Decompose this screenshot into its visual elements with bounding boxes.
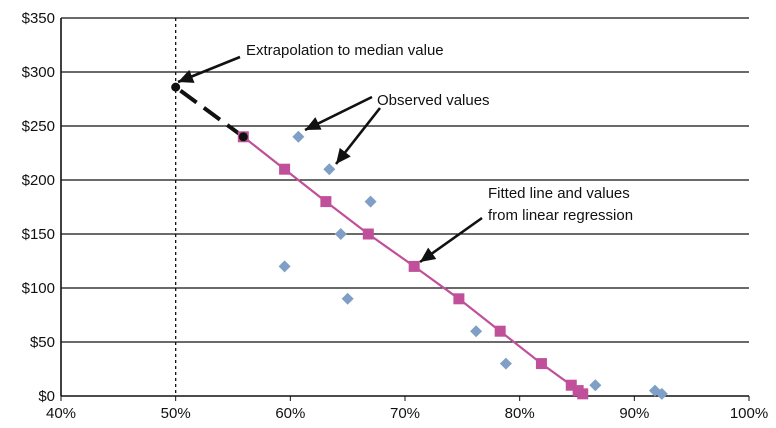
observed-point	[341, 292, 354, 305]
fitted-point	[320, 196, 332, 208]
observed-point	[334, 228, 347, 240]
annotations: Extrapolation to median value Observed v…	[177, 42, 633, 264]
fitted-point	[279, 163, 291, 175]
fitted-point	[565, 379, 577, 391]
grid-lines	[61, 17, 749, 397]
arrow-head	[420, 247, 437, 262]
observed-point	[323, 163, 336, 176]
fitted-point	[535, 358, 547, 370]
fitted-point	[362, 228, 374, 240]
arrow-extrapolation	[177, 55, 241, 84]
arrow-head	[178, 69, 195, 83]
fitted-point	[577, 388, 589, 400]
annotation-extrapolation: Extrapolation to median value	[246, 42, 444, 59]
extrapolation-endpoint	[171, 82, 181, 92]
arrow-head	[305, 117, 322, 130]
fitted-point	[408, 260, 420, 272]
y-tick-label: $50	[30, 334, 55, 351]
observed-point	[292, 130, 305, 143]
annotation-observed: Observed values	[377, 92, 490, 109]
y-tick-label: $250	[22, 118, 55, 135]
observed-point	[589, 379, 602, 392]
extrapolation-startpoint	[238, 132, 248, 142]
x-tick-label: 90%	[619, 405, 649, 422]
y-tick-label: $350	[22, 10, 55, 27]
x-tick-label: 80%	[505, 405, 535, 422]
x-tick-label: 70%	[390, 405, 420, 422]
y-tick-label: $300	[22, 64, 55, 81]
axes: $0 $50 $100 $150 $200 $250 $300 $350 40% 50% 60% 70…	[22, 10, 769, 422]
fitted-point	[494, 325, 506, 337]
observed-point	[364, 195, 377, 208]
arrow-head	[336, 147, 351, 164]
arrow-fitted	[419, 216, 483, 264]
arrow-observed-2	[334, 107, 382, 165]
x-tick-label: 50%	[161, 405, 191, 422]
y-tick-label: $200	[22, 172, 55, 189]
observed-point	[278, 260, 291, 273]
x-tick-label: 100%	[730, 405, 768, 422]
annotation-fitted-line-1: Fitted line and values	[488, 185, 630, 202]
observed-point	[655, 387, 668, 400]
fitted-point	[453, 293, 465, 305]
x-tick-label: 40%	[46, 405, 76, 422]
extrapolation-dashed-line	[174, 85, 245, 139]
y-tick-label: $0	[38, 388, 55, 405]
plot-series	[171, 82, 668, 400]
x-tick-label: 60%	[275, 405, 305, 422]
y-tick-label: $100	[22, 280, 55, 297]
observed-point	[470, 325, 483, 338]
annotation-fitted-line-2: from linear regression	[488, 207, 633, 224]
arrow-observed-1	[304, 95, 373, 132]
y-tick-label: $150	[22, 226, 55, 243]
observed-point	[499, 357, 512, 370]
